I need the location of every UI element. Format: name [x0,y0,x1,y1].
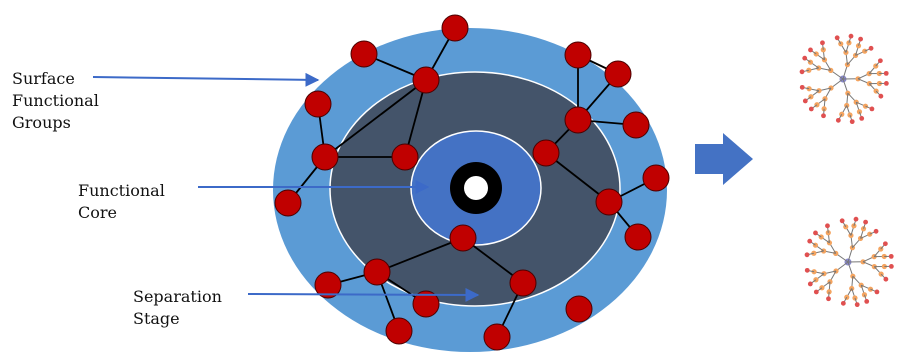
dendrimer-terminal [883,70,889,76]
dendrimer-molecule-icon [804,216,894,308]
functional-group-node [274,189,302,217]
functional-group-node [604,60,632,88]
functional-group-node [564,106,592,134]
functional-group-node [624,223,652,251]
bond [324,79,427,158]
label-surface-functional-groups: Surface Functional Groups [12,69,99,132]
dendrimer-terminal [804,267,810,273]
functional-group-node [412,290,440,318]
dendrimer-terminal [813,289,819,295]
pointer-separation [247,287,480,302]
dendrimer-terminal [835,117,841,123]
dendrimer-node [852,52,859,59]
functional-group-node [595,188,623,216]
dendrimer-terminal [813,230,818,236]
dendrimer-terminal [799,69,805,75]
dendrimer-terminal [807,238,813,244]
dendrimer-terminal [808,47,813,53]
label-pointers [92,72,480,302]
dendrimer-terminal [799,84,805,90]
block-arrow-right-icon [695,133,753,185]
dendrimer-node [806,86,812,92]
dendrimer-terminal [825,223,830,229]
dendrimer-terminal [873,228,879,234]
functional-group-node [509,269,537,297]
functional-group-node [532,139,560,167]
dendrimer-terminal [807,281,813,287]
dendrimer-terminal [859,115,865,121]
dendrimer-terminal [839,218,845,224]
dendrimer-terminal [874,289,880,295]
dendrimer-terminal [877,58,883,64]
dendrimer-terminal [826,296,831,302]
label-functional-core: Functional Core [78,181,165,222]
functional-group-node [565,295,593,323]
dendrimer-node [820,47,826,53]
dendrimer-terminal [882,241,888,247]
pointer-surface [92,72,320,87]
functional-group-node [385,317,413,345]
dendrimer-node [828,85,834,91]
dendrimer-terminal [802,55,808,61]
dendrimer-node [811,250,817,256]
dendrimer-terminal [849,119,855,125]
functional-nodes [274,14,670,351]
dendrimer-terminal [834,35,840,41]
label-separation-stage: Separation Stage [133,287,222,328]
dendrimer-terminal [820,40,825,46]
dendrimer-node [833,268,839,274]
dendrimer-terminal [864,298,870,304]
dendrimer-terminal [821,113,826,119]
functional-group-node [350,40,378,68]
core-center-hole [464,176,488,200]
functional-group-node [314,271,342,299]
dendrimer-terminal [883,276,889,282]
functional-group-node [441,14,469,42]
functional-group-node [311,143,339,171]
dendrimer-terminal [808,106,814,112]
functional-group-node [483,323,511,351]
dendrimer-terminal [888,264,894,269]
dendrimer-molecule-icon [799,33,889,125]
bond [376,237,464,273]
functional-group-node [304,90,332,118]
dendrimer-terminal [853,216,859,222]
functional-group-node [449,224,477,252]
dendrimer-terminal [848,33,854,39]
dendrimer-terminal [854,302,860,308]
functional-group-node [564,41,592,69]
functional-group-node [622,111,650,139]
dendrimer-terminal [868,45,874,51]
functional-group-node [642,164,670,192]
dendrimer-terminal [883,81,889,86]
functional-group-node [412,66,440,94]
functional-group-node [391,143,419,171]
dendrimer-terminal [863,219,868,225]
dendrimer-terminal [858,36,863,42]
dendrimer-terminal [804,252,810,258]
functional-group-node [363,258,391,286]
dendrimer-terminal [888,253,894,259]
dendrimer-node [811,269,817,275]
dendrimer-node [806,67,812,73]
dendrimer-terminal [869,106,875,112]
dendrimer-terminal [802,98,808,104]
dendrimer-terminal [878,93,884,99]
dendrimer-terminal [840,300,846,306]
